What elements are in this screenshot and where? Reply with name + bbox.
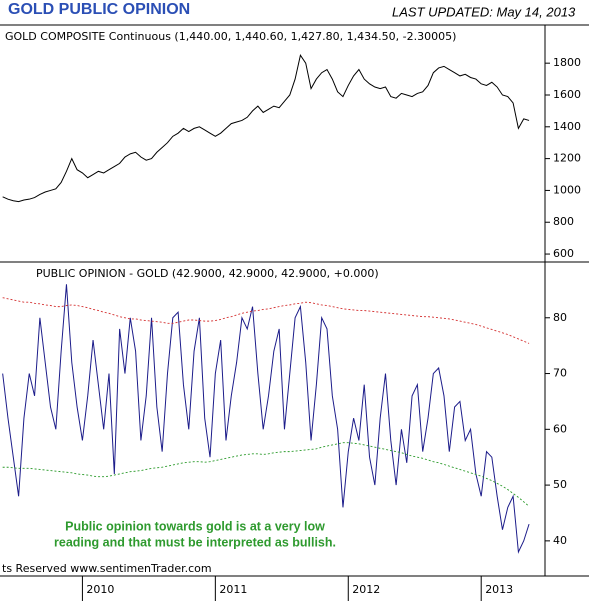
y-tick-label: 1200 bbox=[553, 152, 581, 165]
y-tick-label: 600 bbox=[553, 247, 574, 260]
legend-label: GOLD COMPOSITE Continuous (1,440.00, 1,4… bbox=[5, 30, 456, 43]
y-tick-label: 1800 bbox=[553, 56, 581, 69]
series-line bbox=[2, 297, 530, 344]
annotation: reading and that must be interpreted as … bbox=[54, 535, 336, 549]
y-tick-label: 80 bbox=[553, 311, 567, 324]
annotation: Public opinion towards gold is at a very… bbox=[65, 519, 325, 533]
legend-label: PUBLIC OPINION - GOLD (42.9000, 42.9000,… bbox=[36, 267, 379, 280]
x-tick-label: 2010 bbox=[86, 583, 114, 596]
x-tick-label: 2013 bbox=[485, 583, 513, 596]
y-tick-label: 60 bbox=[553, 422, 567, 435]
y-tick-label: 50 bbox=[553, 478, 567, 491]
x-tick-label: 2012 bbox=[352, 583, 380, 596]
y-tick-label: 800 bbox=[553, 215, 574, 228]
y-tick-label: 40 bbox=[553, 534, 567, 547]
last-updated: LAST UPDATED: May 14, 2013 bbox=[392, 4, 576, 19]
series-line bbox=[2, 53, 530, 203]
page-title: GOLD PUBLIC OPINION bbox=[8, 1, 190, 18]
footer: ts Reserved www.sentimenTrader.com bbox=[2, 562, 212, 575]
y-tick-label: 1600 bbox=[553, 88, 581, 101]
y-tick-label: 1400 bbox=[553, 120, 581, 133]
series-line bbox=[2, 442, 530, 507]
series-line bbox=[2, 284, 530, 554]
y-tick-label: 70 bbox=[553, 367, 567, 380]
y-tick-label: 1000 bbox=[553, 183, 581, 196]
x-tick-label: 2011 bbox=[219, 583, 247, 596]
